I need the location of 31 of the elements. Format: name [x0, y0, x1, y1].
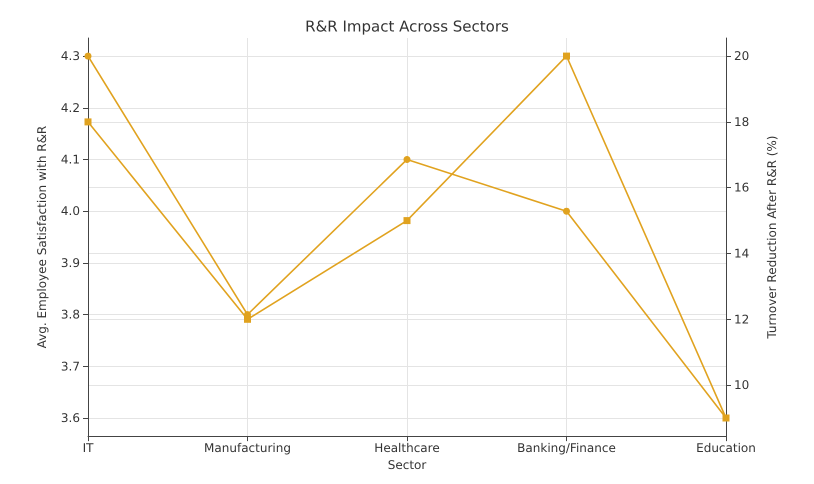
y-tick-label: 3.9: [60, 256, 80, 270]
point: [84, 118, 92, 126]
y2-tick-label: 12: [734, 312, 750, 326]
y2-tick-label: 14: [734, 246, 750, 260]
y-tick-label: 3.8: [60, 308, 80, 322]
y-tick-label: 3.6: [60, 411, 80, 426]
y-tick-label: 4.2: [60, 100, 80, 115]
point: [563, 52, 570, 60]
x-tick-label: Healthcare: [374, 441, 440, 456]
point: [84, 52, 92, 60]
point: [404, 156, 410, 163]
point: [563, 208, 570, 215]
y2-tick-label: 10: [734, 378, 750, 392]
y2-tick-label: 20: [734, 49, 750, 64]
y-tick-label: 3.7: [60, 359, 80, 374]
x-tick-label: IT: [82, 441, 94, 456]
x-tick-label: Education: [696, 441, 756, 456]
chart-title: R&R Impact Across Sectors: [305, 18, 510, 36]
x-axis-title: Sector: [388, 458, 426, 472]
x-tick-label: Banking/Finance: [517, 441, 616, 456]
point: [404, 217, 410, 224]
y2-axis-title: Turnover Reduction After R&R (%): [765, 136, 779, 340]
x-tick-label: Manufacturing: [204, 441, 291, 456]
y2-tick-label: 18: [734, 114, 750, 129]
point: [722, 414, 730, 422]
y-tick-label: 4.1: [60, 152, 80, 166]
y-tick-label: 4.3: [60, 49, 80, 64]
y-axis-title: Avg. Employee Satisfaction with R&R: [35, 126, 49, 348]
y2-tick-label: 16: [734, 180, 750, 195]
y-tick-label: 4.0: [60, 204, 80, 218]
point: [244, 316, 251, 323]
